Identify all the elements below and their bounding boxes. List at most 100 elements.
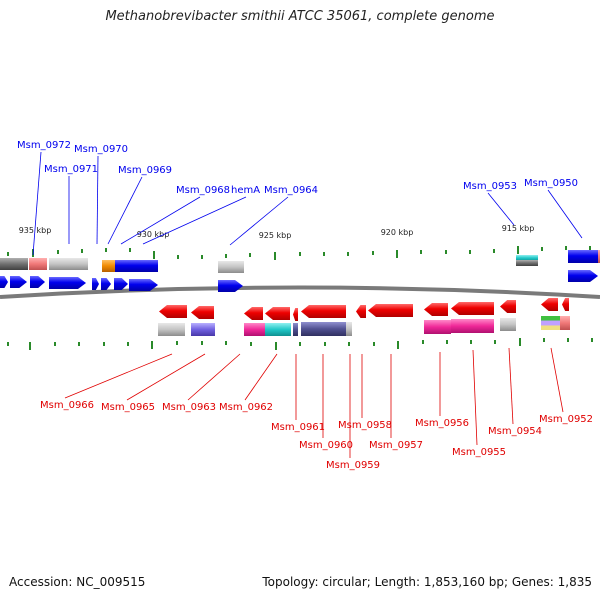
gene-label-reverse: Msm_0955 [452,447,506,458]
leader-line [244,353,278,401]
scale-tick [567,338,569,342]
leader-line [187,353,241,401]
gene-label-forward: Msm_0970 [74,144,128,155]
gene-label-forward: Msm_0950 [524,178,578,189]
scale-tick [446,340,448,344]
leader-line [142,196,247,245]
scale-tick [373,342,375,346]
scale-label: 930 kbp [137,230,170,239]
gene-arrow [562,298,569,311]
gene-arrow [159,305,187,318]
scale-tick [249,253,251,257]
scale-tick [470,340,472,344]
scale-tick [445,250,447,254]
gene-arrow [218,280,243,292]
domain-block [346,322,352,336]
scale-tick [372,251,374,255]
protein-domain-blocks [0,250,600,336]
gene-label-forward: Msm_0964 [264,185,318,196]
gene-arrow [541,298,558,311]
map-title: Methanobrevibacter smithii ATCC 35061, c… [105,9,495,24]
scale-tick [299,342,301,346]
scale-tick [105,248,107,252]
gene-arrow [191,306,214,319]
gene-label-forward: Msm_0969 [118,165,172,176]
domain-block [115,260,158,272]
gene-arrow [293,308,298,321]
scale-tick [299,252,301,256]
domain-block [293,323,298,336]
scale-tick [565,246,567,250]
domain-block [301,322,346,336]
gene-label-reverse: Msm_0962 [219,402,273,413]
leader-line [547,189,583,239]
gene-label-forward: Msm_0953 [463,181,517,192]
gene-arrow [129,279,158,291]
scale-tick [347,252,349,256]
gene-label-reverse: Msm_0958 [338,420,392,431]
gene-labels: Msm_0972 Msm_0971 Msm_0970 Msm_0969 Msm_0968… [17,140,593,471]
domain-block [500,318,516,331]
gene-label-forward: hemA [231,185,260,196]
label-leader-lines [32,151,583,458]
scale-ticks-forward [7,246,591,260]
domain-block [424,320,451,334]
scale-tick [493,249,495,253]
gene-label-reverse: Msm_0963 [162,402,216,413]
leader-line [120,196,201,245]
accession-text: Accession: NC_009515 [9,575,146,589]
scale-tick [519,338,521,346]
gene-label-forward: Msm_0971 [44,164,98,175]
scale-tick [7,342,9,346]
scale-tick [397,341,399,349]
gene-label-reverse: Msm_0965 [101,402,155,413]
scale-tick [494,340,496,344]
scale-label: 925 kbp [259,231,292,240]
gene-arrow [49,277,86,289]
domain-block [191,323,215,336]
domain-block [244,323,265,336]
leader-line [472,349,478,446]
scale-tick [469,250,471,254]
gene-arrow [301,305,346,318]
gene-arrow [451,302,494,315]
scale-tick [29,342,31,350]
gene-arrow [244,307,263,320]
scale-tick [176,341,178,345]
gene-label-reverse: Msm_0952 [539,414,593,425]
domain-block [560,316,570,330]
gene-label-reverse: Msm_0954 [488,426,542,437]
gene-arrow [500,300,516,313]
scale-labels: 935 kbp 930 kbp 925 kbp 920 kbp 915 kbp [19,224,535,240]
scale-tick [591,338,593,342]
gene-label-reverse: Msm_0966 [40,400,94,411]
scale-tick [151,341,153,349]
scale-label: 915 kbp [502,224,535,233]
gene-arrow [10,276,27,288]
scale-tick [127,342,129,346]
gene-label-forward: Msm_0972 [17,140,71,151]
scale-tick [348,342,350,346]
scale-tick [54,342,56,346]
scale-tick [177,255,179,259]
domain-block [568,250,598,263]
gene-arrow [101,278,111,290]
scale-tick [589,246,591,250]
domain-block [102,260,115,272]
scale-tick [201,341,203,345]
gene-arrow [424,303,448,316]
gene-arrow [92,278,99,290]
domain-block [158,323,185,336]
scale-label: 920 kbp [381,228,414,237]
scale-tick [324,342,326,346]
scale-tick [78,342,80,346]
gene-arrow [568,270,598,282]
leader-line [550,347,564,413]
scale-ticks-reverse [7,338,593,350]
gene-label-reverse: Msm_0956 [415,418,469,429]
leader-line [64,353,173,399]
leader-line [107,176,143,245]
scale-tick [396,250,398,258]
scale-tick [323,252,325,256]
